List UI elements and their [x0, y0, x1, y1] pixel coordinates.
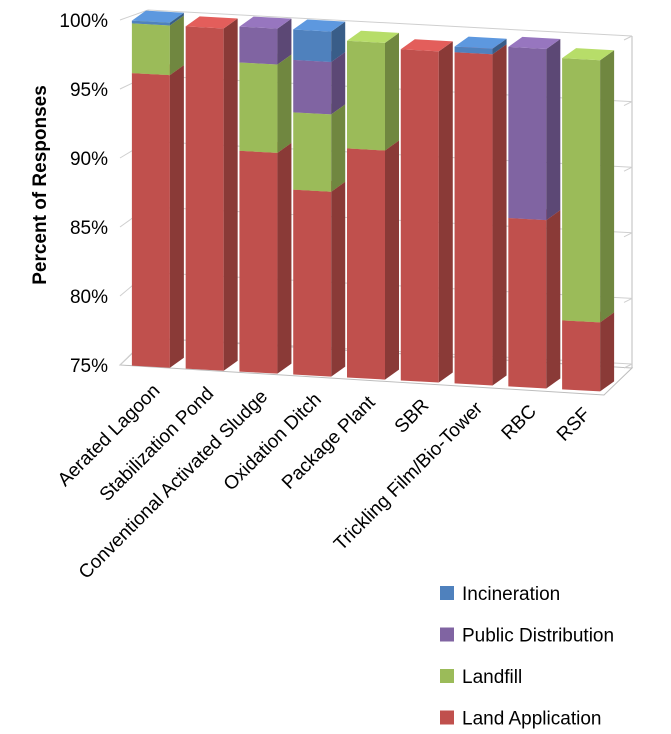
bar-segment-side	[331, 181, 346, 377]
bar-segment	[454, 46, 493, 55]
gridline-tick	[623, 363, 633, 369]
y-tick-label: 75%	[70, 356, 108, 377]
bar-segment-side	[331, 104, 346, 192]
bar-segment-top	[131, 10, 184, 23]
bar-segment-top	[400, 39, 453, 52]
bar-segment	[454, 52, 493, 386]
gridline-tick	[623, 35, 633, 41]
bar-stack	[347, 30, 399, 380]
bar-segment-side	[492, 44, 507, 386]
bar-segment-top	[185, 16, 238, 29]
bar-segment-side	[600, 312, 615, 392]
bar-segment-top	[454, 36, 507, 49]
y-tick-label: 95%	[70, 80, 108, 101]
bar-segment	[562, 58, 601, 323]
bar-segment	[293, 29, 332, 62]
bar-stack	[239, 16, 292, 374]
bar-segment-top	[562, 48, 615, 61]
bar-stack	[562, 48, 615, 392]
y-axis-label: Percent of Responses	[30, 85, 51, 285]
legend-swatch	[440, 627, 454, 642]
x-tick-label: Aerated Lagoon	[54, 380, 164, 490]
y-tick-label: 100%	[59, 11, 108, 32]
bar-segment-top	[508, 36, 561, 49]
y-tick-label: 85%	[70, 218, 108, 239]
bar-segment-side	[277, 54, 292, 153]
bar-segment	[131, 20, 170, 26]
bar-segment-side	[223, 18, 238, 371]
gridline-tick	[623, 232, 633, 238]
bar-segment	[400, 49, 439, 383]
x-tick-label: RBC	[498, 401, 541, 444]
bar-segment	[508, 217, 547, 389]
legend-label: Landfill	[462, 667, 522, 688]
gridline-tick	[623, 101, 633, 107]
bar-segment-side	[169, 65, 184, 368]
bar-stack	[293, 19, 346, 377]
bar-segment-side	[546, 210, 561, 389]
bar-segment	[293, 189, 332, 377]
bar-segment	[293, 59, 332, 115]
bar-segment-side	[277, 142, 292, 374]
bar-segment	[239, 150, 278, 374]
bar-stack	[185, 16, 238, 371]
bar-segment-side	[277, 18, 292, 65]
bar-segment	[239, 62, 278, 153]
bar-segment-side	[385, 32, 399, 151]
bar-segment	[239, 26, 278, 65]
gridline-tick	[623, 166, 633, 172]
legend-label: Land Application	[462, 709, 601, 730]
legend-swatch	[440, 669, 454, 683]
legend-label: Incineration	[462, 584, 560, 605]
legend-swatch	[440, 710, 454, 725]
bar-segment	[347, 40, 385, 151]
y-tick-label: 90%	[70, 149, 108, 170]
bar-segment	[508, 46, 547, 221]
bar-stack	[131, 10, 184, 368]
legend: Incineration Public Distribution Landfill L…	[440, 584, 614, 730]
bar-segment-side	[492, 38, 507, 55]
bar-segment-side	[331, 51, 346, 115]
y-tick-label: 80%	[70, 287, 108, 308]
bar-segment-side	[169, 12, 184, 26]
bar-segment-top	[347, 30, 399, 43]
gridline-side	[119, 9, 149, 21]
bar-segment-top	[239, 16, 292, 29]
bar-segment-top	[293, 19, 346, 32]
legend-label: Public Distribution	[462, 626, 614, 647]
x-tick-label: RSF	[553, 404, 595, 446]
bar-segment	[131, 73, 170, 368]
legend-swatch	[440, 586, 454, 600]
bar-segment-side	[169, 15, 184, 76]
bar-segment-side	[331, 21, 346, 62]
bar-segment-side	[546, 38, 561, 221]
bar-stack	[400, 39, 453, 383]
x-tick-label: SBR	[391, 395, 433, 437]
bar-segment-side	[385, 140, 399, 380]
bar-stack	[454, 36, 507, 386]
bar-segment-side	[600, 50, 615, 323]
bars	[131, 10, 615, 392]
bar-segment-side	[438, 41, 453, 383]
bar-segment	[293, 112, 332, 192]
gridline-tick	[623, 297, 633, 303]
bar-segment	[185, 26, 224, 371]
x-tick-label: Oxidation Ditch	[220, 389, 326, 495]
bar-segment	[347, 148, 385, 380]
gridline-back	[147, 9, 633, 37]
y-axis-tick-labels: 75% 80% 85% 90% 95% 100%	[59, 11, 108, 377]
bar-segment	[131, 23, 170, 76]
bar-stack	[508, 36, 561, 389]
bar-segment	[562, 320, 601, 392]
